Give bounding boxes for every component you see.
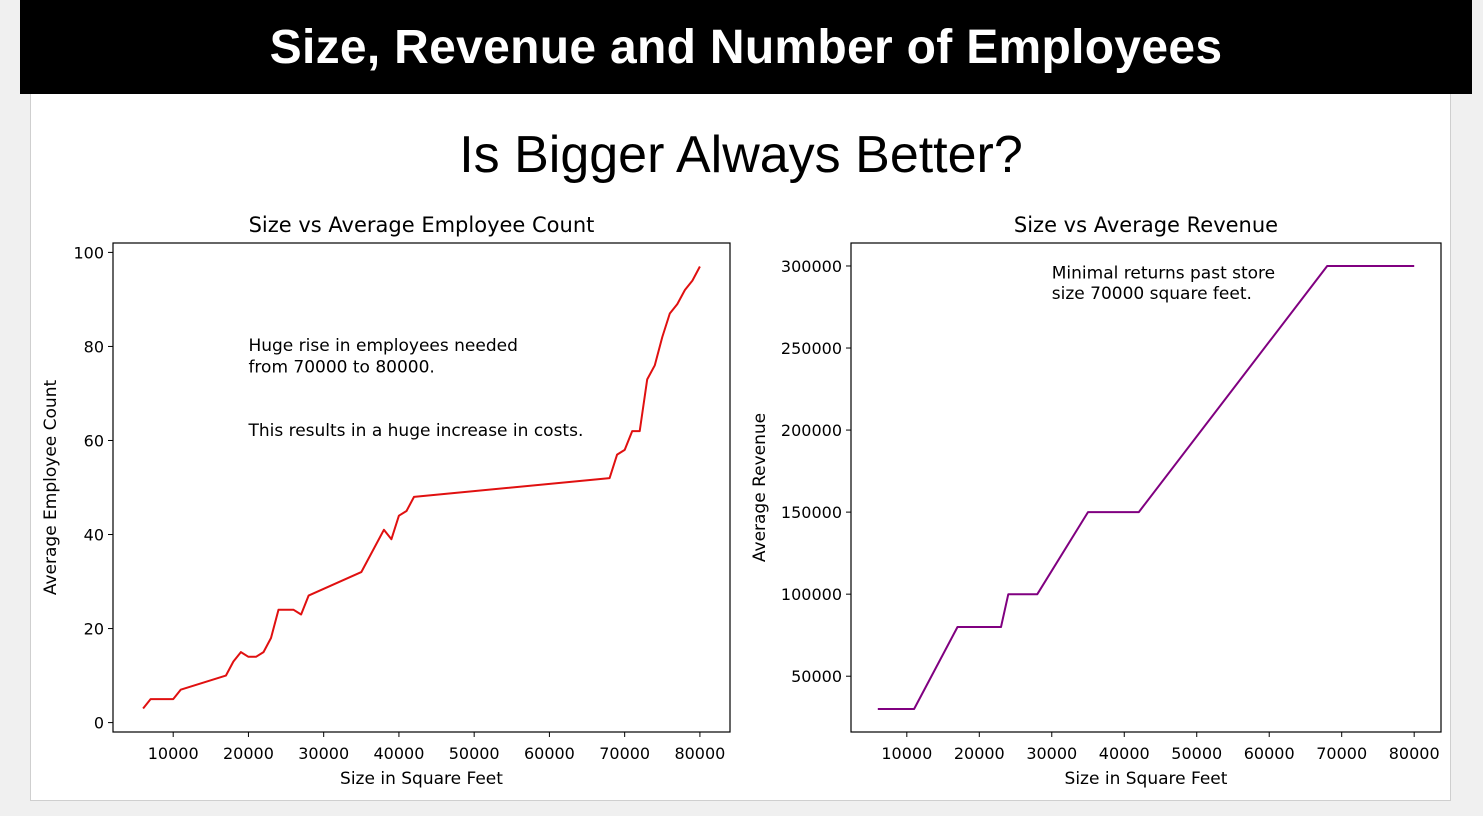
chart-revenue-x-tick-label: 50000: [1171, 744, 1222, 763]
chart-revenue-title: Size vs Average Revenue: [1014, 213, 1278, 237]
chart-revenue-y-tick-label: 200000: [781, 421, 842, 440]
chart-revenue-y-tick-label: 100000: [781, 585, 842, 604]
chart-employees-y-tick-label: 60: [84, 431, 104, 450]
chart-employees-y-tick-label: 100: [73, 243, 104, 262]
chart-revenue-x-tick-label: 70000: [1316, 744, 1367, 763]
chart-employees-x-tick-label: 70000: [599, 744, 650, 763]
chart-revenue-y-tick-label: 250000: [781, 339, 842, 358]
chart-employees-y-tick-label: 0: [94, 714, 104, 733]
chart-employees-x-axis-label: Size in Square Feet: [340, 769, 503, 789]
chart-employees-y-tick-label: 20: [84, 620, 104, 639]
chart-revenue-series-line: [877, 265, 1415, 710]
chart-revenue-x-tick-label: 60000: [1244, 744, 1295, 763]
page-title: Size, Revenue and Number of Employees: [269, 20, 1223, 74]
chart-revenue-annotation: size 70000 square feet.: [1052, 284, 1252, 304]
chart-employees-y-axis-label: Average Employee Count: [41, 380, 61, 596]
slide-subtitle: Is Bigger Always Better?: [459, 126, 1023, 184]
chart-revenue-y-axis-label: Average Revenue: [750, 413, 770, 562]
chart-revenue-plot-frame: [850, 242, 1442, 733]
chart-employees-x-tick-label: 80000: [674, 744, 725, 763]
chart-employees-x-tick-label: 40000: [373, 744, 424, 763]
revenue-chart: Size vs Average Revenue 10000 20000 30000 40…: [750, 213, 1442, 789]
chart-employees-annotation: from 70000 to 80000.: [248, 357, 434, 377]
chart-employees-x-tick-label: 60000: [524, 744, 575, 763]
chart-employees-x-tick-label: 20000: [223, 744, 274, 763]
chart-employees-x-tick-label: 10000: [148, 744, 199, 763]
chart-revenue-annotation: Minimal returns past store: [1052, 263, 1275, 283]
chart-employees-series-line: [142, 266, 701, 710]
chart-revenue-y-tick-label: 50000: [791, 667, 842, 686]
chart-revenue-x-tick-label: 20000: [954, 744, 1005, 763]
chart-employees-title: Size vs Average Employee Count: [249, 213, 595, 237]
chart-employees-annotation: Huge rise in employees needed: [248, 336, 517, 356]
chart-revenue-x-axis-label: Size in Square Feet: [1065, 769, 1228, 789]
chart-employees-annotation: This results in a huge increase in costs…: [247, 421, 583, 441]
chart-revenue-y-tick-label: 300000: [781, 257, 842, 276]
chart-employees-x-tick-label: 30000: [298, 744, 349, 763]
page-header: Size, Revenue and Number of Employees: [20, 0, 1472, 94]
chart-employees-y-tick-label: 40: [84, 526, 104, 545]
content-panel: [30, 94, 1451, 801]
chart-employees-x-tick-label: 50000: [449, 744, 500, 763]
chart-revenue-x-tick-label: 40000: [1099, 744, 1150, 763]
chart-revenue-x-tick-label: 30000: [1026, 744, 1077, 763]
chart-employees-plot-frame: [112, 242, 731, 733]
chart-employees-y-tick-label: 80: [84, 337, 104, 356]
chart-revenue-y-tick-label: 150000: [781, 503, 842, 522]
chart-revenue-x-tick-label: 80000: [1389, 744, 1440, 763]
employee-count-chart: Size vs Average Employee Count 10000 20000…: [41, 213, 731, 789]
chart-revenue-x-tick-label: 10000: [881, 744, 932, 763]
